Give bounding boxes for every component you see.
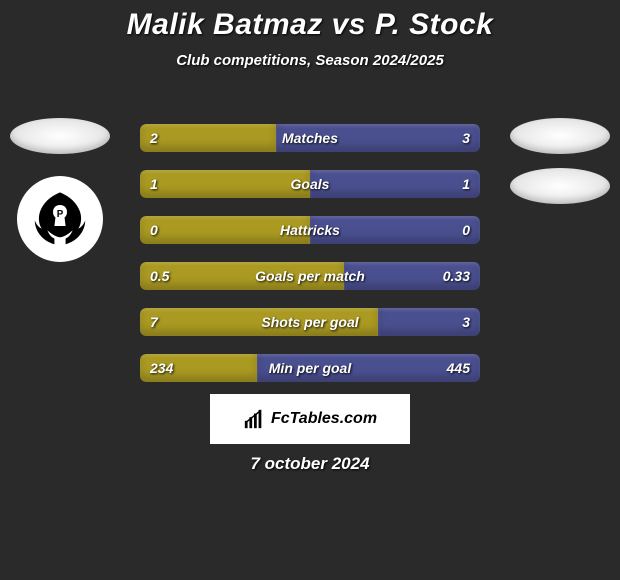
player1-value: 2 xyxy=(150,130,158,146)
player2-avatar-placeholder xyxy=(510,118,610,154)
eagle-emblem-icon: P xyxy=(25,184,95,254)
player1-value: 7 xyxy=(150,314,158,330)
stat-label: Goals xyxy=(291,176,330,192)
stat-bars: 2 3 Matches 1 1 Goals 0 0 Hattricks 0.5 0.33 Goals … xyxy=(140,124,480,382)
player1-value: 0.5 xyxy=(150,268,169,284)
vs-text: vs xyxy=(332,8,366,41)
branding-badge: FcTables.com xyxy=(210,394,410,444)
stat-label: Shots per goal xyxy=(261,314,358,330)
player1-name: Malik Batmaz xyxy=(127,8,323,41)
player2-bar-segment xyxy=(310,170,480,198)
stat-label: Goals per match xyxy=(255,268,365,284)
stat-row: 1 1 Goals xyxy=(140,170,480,198)
player2-value: 0.33 xyxy=(443,268,470,284)
stat-row: 0.5 0.33 Goals per match xyxy=(140,262,480,290)
svg-text:P: P xyxy=(57,209,64,220)
player2-badges xyxy=(510,118,610,204)
player1-bar-segment xyxy=(140,170,310,198)
stat-label: Hattricks xyxy=(280,222,340,238)
player1-value: 0 xyxy=(150,222,158,238)
player1-club-logo: P xyxy=(17,176,103,262)
player1-bar-segment xyxy=(140,124,276,152)
stat-row: 2 3 Matches xyxy=(140,124,480,152)
player2-club-placeholder xyxy=(510,168,610,204)
player1-value: 1 xyxy=(150,176,158,192)
player2-value: 445 xyxy=(447,360,470,376)
player2-name: P. Stock xyxy=(375,8,494,41)
stat-row: 7 3 Shots per goal xyxy=(140,308,480,336)
player1-avatar-placeholder xyxy=(10,118,110,154)
subtitle: Club competitions, Season 2024/2025 xyxy=(0,52,620,69)
branding-text: FcTables.com xyxy=(271,410,377,428)
stat-row: 0 0 Hattricks xyxy=(140,216,480,244)
stat-row: 234 445 Min per goal xyxy=(140,354,480,382)
chart-icon xyxy=(243,408,265,430)
player1-value: 234 xyxy=(150,360,173,376)
player2-value: 3 xyxy=(462,314,470,330)
stat-label: Matches xyxy=(282,130,338,146)
player2-value: 1 xyxy=(462,176,470,192)
player1-badges: P xyxy=(10,118,110,262)
generated-date: 7 october 2024 xyxy=(250,454,369,474)
player2-value: 0 xyxy=(462,222,470,238)
stat-label: Min per goal xyxy=(269,360,351,376)
page-title: Malik Batmaz vs P. Stock xyxy=(0,8,620,42)
player2-value: 3 xyxy=(462,130,470,146)
comparison-card: Malik Batmaz vs P. Stock Club competitio… xyxy=(0,0,620,69)
